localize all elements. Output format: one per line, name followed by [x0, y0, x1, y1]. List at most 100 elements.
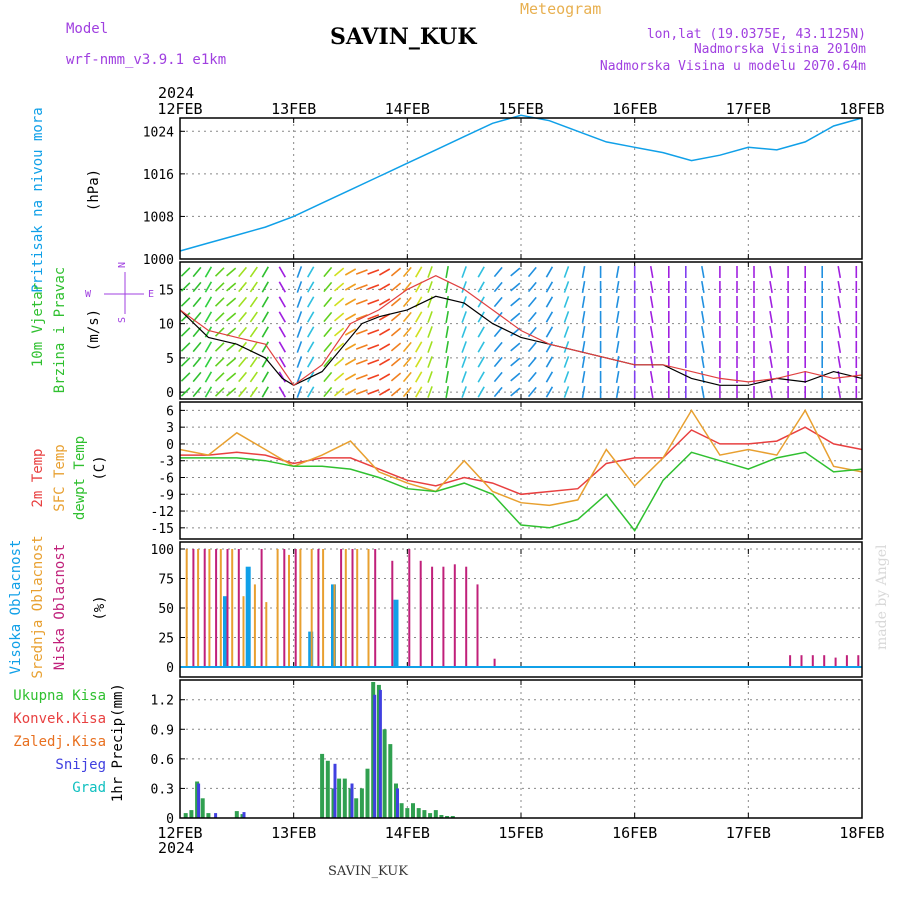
wind-arrow — [415, 371, 423, 383]
cloud-bar — [192, 549, 195, 667]
precip-legend-item: Zaledj.Kisa — [13, 734, 106, 750]
wind-arrow — [769, 310, 773, 324]
wind-arrow — [355, 344, 368, 350]
wind-arrow — [261, 296, 269, 308]
cloud-bar — [223, 596, 228, 667]
precip-bar — [396, 788, 399, 818]
wind-arrow — [249, 281, 258, 293]
cloud-bar — [310, 549, 313, 667]
wind-arrow — [510, 312, 521, 322]
wind-arrow — [307, 311, 315, 323]
wind-arrow — [367, 314, 380, 320]
cloud-bar — [340, 549, 343, 667]
wind-arrow — [249, 326, 258, 338]
cloud-unit: (%) — [92, 595, 108, 620]
wind-arrow — [192, 296, 202, 308]
cloud-bar — [789, 655, 792, 667]
wind-arrow — [615, 355, 620, 369]
wind-arrow — [214, 372, 225, 382]
wind-arrow — [379, 298, 391, 306]
wind-arrow — [493, 326, 503, 338]
wind-arrow — [477, 311, 485, 323]
wind-arrow — [545, 326, 554, 338]
wind-arrow — [278, 371, 286, 383]
wind-arrow — [837, 295, 842, 309]
y-tick-label: -3 — [158, 455, 174, 470]
top-date-label: 12FEB — [157, 100, 202, 118]
wind-arrow — [249, 371, 258, 383]
cloud-bar — [823, 655, 826, 667]
wind-arrow — [204, 296, 213, 308]
wind-arrow — [226, 342, 237, 352]
wind-arrow — [563, 326, 570, 338]
wind-arrow — [323, 371, 333, 383]
y-tick-label: 100 — [151, 543, 174, 558]
wind-arrow — [545, 296, 554, 308]
cloud-panel: 0 25 50 75 100 — [151, 541, 863, 678]
wind-arrow — [379, 343, 391, 351]
wind-arrow — [649, 340, 654, 354]
precip-bar — [428, 813, 433, 818]
wind-arrow — [445, 340, 449, 354]
wind-arrow — [379, 328, 391, 336]
cloud-bar — [431, 566, 434, 667]
wind-arrow — [344, 298, 357, 306]
wind-arrow — [226, 387, 237, 397]
wind-arrow — [307, 266, 315, 278]
product-title: Meteogram — [520, 0, 601, 18]
wind-arrow — [355, 299, 368, 305]
wind-arrow — [307, 356, 315, 368]
wind-arrow — [344, 313, 357, 321]
bottom-date-label: 12FEB — [157, 824, 202, 842]
wind-arrow — [477, 266, 485, 278]
wind-arrow — [344, 358, 357, 366]
cloud-bar — [391, 560, 394, 667]
precip-bar — [382, 729, 387, 818]
cloud-bar — [344, 549, 347, 667]
wind-arrow — [527, 386, 537, 398]
precip-unit: (mm) — [110, 683, 126, 717]
svg-text:N: N — [117, 262, 128, 268]
wind-arrow — [461, 281, 467, 293]
wind-arrow — [769, 280, 773, 294]
cloud-bar — [253, 584, 256, 667]
wind-arrow — [427, 356, 433, 368]
cloud-bar — [811, 655, 814, 667]
pressure-line — [179, 114, 863, 252]
precip-bar — [422, 810, 427, 818]
wind-arrow — [545, 356, 554, 368]
wind-arrow — [296, 281, 303, 293]
wind-arrow — [204, 371, 213, 383]
wind-arrow — [427, 281, 433, 293]
y-tick-label: 5 — [166, 352, 174, 367]
wind-arrow — [390, 357, 402, 367]
precip-bar — [399, 803, 404, 818]
wind-arrow — [445, 280, 449, 294]
wind-arrow — [477, 326, 485, 338]
wind-arrow — [510, 372, 521, 382]
wind-arrow — [214, 312, 225, 322]
wind-arrow — [510, 357, 521, 367]
wind-arrow — [615, 310, 620, 324]
y-tick-label: 0 — [166, 661, 174, 676]
wind-arrow — [238, 386, 248, 398]
wind-arrow — [477, 371, 485, 383]
wind-arrow — [333, 387, 345, 397]
wind-arrow — [427, 266, 433, 278]
wind-arrow — [180, 327, 191, 337]
wind-arrow — [261, 266, 269, 278]
wind-arrow — [402, 386, 412, 398]
y-tick-label: 1016 — [143, 168, 174, 183]
wind-arrow — [510, 387, 521, 397]
wind-arrow — [355, 314, 368, 320]
wind-arrow — [192, 341, 202, 353]
cloud-ylabel-2: Srednja Oblacnost — [30, 535, 46, 678]
wind-arrow — [296, 266, 303, 278]
wind-arrow — [701, 325, 705, 339]
wind-arrow — [527, 266, 537, 278]
wind-arrow — [238, 311, 248, 323]
wind-arrow — [180, 312, 191, 322]
pressure-ylabel: Pritisak na nivou mora — [30, 107, 46, 292]
wind-arrow — [390, 327, 402, 337]
